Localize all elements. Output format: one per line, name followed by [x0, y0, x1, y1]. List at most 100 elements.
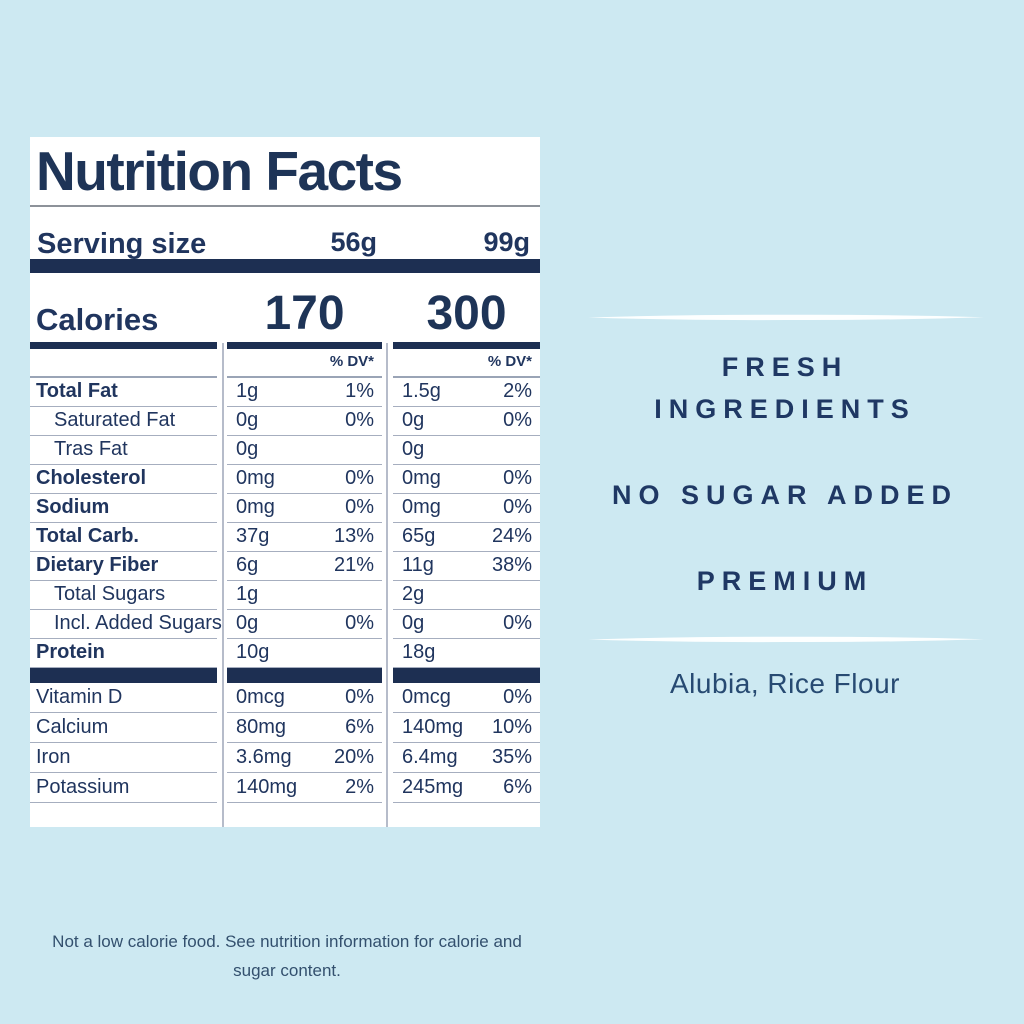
nutrient-row-protein: Protein 10g 18g	[30, 639, 540, 668]
nutrient-row-vitamin-d: Vitamin D 0mcg 0% 0mcg 0%	[30, 683, 540, 713]
nutrient-row-added-sugars: Incl. Added Sugars 0g 0% 0g 0%	[30, 610, 540, 639]
nutrient-amount: 11g	[402, 554, 434, 576]
nutrient-name: Tras Fat	[30, 438, 217, 465]
nutrient-name: Cholesterol	[30, 467, 217, 494]
nutrient-row-calcium: Calcium 80mg 6% 140mg 10%	[30, 713, 540, 743]
nutrient-row-dietary-fiber: Dietary Fiber 6g 21% 11g 38%	[30, 552, 540, 581]
nutrient-amount: 245mg	[402, 776, 464, 798]
nutrient-dv: 0%	[345, 467, 374, 489]
claim-premium: PREMIUM	[696, 566, 874, 596]
nutrient-row-trans-fat: Tras Fat 0g 0g	[30, 436, 540, 465]
nutrient-amount: 0mcg	[236, 686, 285, 708]
nutrient-amount: 1g	[236, 380, 259, 402]
nutrient-amount: 140mg	[236, 776, 298, 798]
nutrient-row-total-fat: Total Fat 1g 1% 1.5g 2%	[30, 378, 540, 407]
nutrient-name: Iron	[30, 746, 217, 773]
column-divider-1	[222, 343, 224, 827]
nutrient-amount: 0mg	[402, 496, 441, 518]
nutrient-row-cholesterol: Cholesterol 0mg 0% 0mg 0%	[30, 465, 540, 494]
nutrient-amount: 18g	[402, 641, 436, 663]
ingredients-list: Alubia, Rice Flour	[670, 668, 900, 699]
nutrient-amount: 0mcg	[402, 686, 451, 708]
nutrient-dv: 35%	[491, 746, 532, 768]
nutrient-amount: 2g	[402, 583, 425, 605]
serving-size-value-1: 56g	[330, 227, 377, 257]
nutrient-name: Sodium	[30, 496, 217, 523]
dv-header-spacer	[30, 376, 217, 378]
nutrient-name: Dietary Fiber	[30, 554, 217, 581]
nutrient-row-total-carb: Total Carb. 37g 13% 65g 24%	[30, 523, 540, 552]
nutrient-amount: 0mg	[402, 467, 441, 489]
nutrient-name: Potassium	[30, 776, 217, 803]
nutrient-dv: 21%	[333, 554, 374, 576]
nutrition-facts-label: Nutrition Facts Serving size 56g 99g Cal…	[30, 137, 540, 827]
nutrient-row-saturated-fat: Saturated Fat 0g 0% 0g 0%	[30, 407, 540, 436]
dv-header-2: % DV*	[393, 353, 540, 378]
daily-value-header-row: % DV* % DV*	[30, 349, 540, 378]
nutrient-amount: 1g	[236, 583, 259, 605]
nutrient-name: Saturated Fat	[30, 409, 217, 436]
nutrient-name: Vitamin D	[30, 686, 217, 713]
nutrient-row-sodium: Sodium 0mg 0% 0mg 0%	[30, 494, 540, 523]
nutrient-amount: 80mg	[236, 716, 287, 738]
nutrient-amount: 0g	[236, 612, 259, 634]
nutrient-dv: 10%	[491, 716, 532, 738]
nutrient-dv: 38%	[491, 554, 532, 576]
nutrient-dv: 24%	[491, 525, 532, 547]
nutrient-row-total-sugars: Total Sugars 1g 2g	[30, 581, 540, 610]
nutrient-dv: 0%	[345, 686, 374, 708]
nutrient-dv: 0%	[503, 612, 532, 634]
nutrient-amount: 10g	[236, 641, 270, 663]
nutrient-dv: 0%	[503, 409, 532, 431]
nutrition-facts-title: Nutrition Facts	[36, 140, 403, 202]
nutrient-dv: 6%	[345, 716, 374, 738]
nutrient-name: Incl. Added Sugars	[30, 612, 222, 639]
nutrient-dv: 13%	[333, 525, 374, 547]
claim-fresh: FRESH	[721, 352, 849, 382]
nutrient-amount: 1.5g	[402, 380, 441, 402]
brush-stroke-top	[588, 314, 984, 321]
nutrient-amount: 0mg	[236, 496, 275, 518]
nutrient-amount: 3.6mg	[236, 746, 292, 768]
calories-value-1: 170	[227, 286, 382, 349]
serving-size-value-2: 99g	[483, 227, 530, 257]
nutrient-dv: 0%	[503, 496, 532, 518]
brush-stroke-bottom	[588, 636, 984, 643]
section-bar-bottom	[30, 668, 540, 683]
nutrient-amount: 0g	[236, 438, 259, 460]
nutrient-dv: 6%	[503, 776, 532, 798]
calories-row: Calories 170 300	[30, 273, 540, 349]
nutrient-amount: 0g	[402, 612, 425, 634]
nutrient-amount: 0g	[402, 438, 425, 460]
nutrient-dv: 0%	[345, 612, 374, 634]
nutrient-name: Total Fat	[30, 380, 217, 407]
nutrient-amount: 6g	[236, 554, 259, 576]
section-bar-top	[30, 259, 540, 273]
nutrient-amount: 37g	[236, 525, 270, 547]
nutrient-row-iron: Iron 3.6mg 20% 6.4mg 35%	[30, 743, 540, 773]
nutrient-dv: 20%	[333, 746, 374, 768]
nutrient-dv: 1%	[345, 380, 374, 402]
serving-size-label: Serving size	[37, 228, 207, 260]
nutrient-amount: 65g	[402, 525, 436, 547]
nutrient-dv: 0%	[503, 686, 532, 708]
nutrient-amount: 140mg	[402, 716, 464, 738]
nutrient-dv: 0%	[503, 467, 532, 489]
nutrient-row-potassium: Potassium 140mg 2% 245mg 6%	[30, 773, 540, 803]
title-divider	[30, 205, 540, 207]
nutrient-name: Calcium	[30, 716, 217, 743]
nutrient-dv: 2%	[503, 380, 532, 402]
nutrient-amount: 0mg	[236, 467, 275, 489]
nutrient-dv: 0%	[345, 409, 374, 431]
column-divider-2	[386, 343, 388, 827]
nutrient-name: Total Sugars	[30, 583, 217, 610]
serving-size-row: Serving size 56g 99g	[30, 207, 540, 259]
footer-note: Not a low calorie food. See nutrition in…	[52, 932, 522, 980]
nutrient-name: Total Carb.	[30, 525, 217, 552]
nutrient-amount: 0g	[236, 409, 259, 431]
calories-value-2: 300	[393, 286, 540, 349]
nutrient-dv: 0%	[345, 496, 374, 518]
nutrient-dv: 2%	[345, 776, 374, 798]
claim-ingredients: INGREDIENTS	[654, 394, 916, 424]
dv-header-1: % DV*	[227, 353, 382, 378]
